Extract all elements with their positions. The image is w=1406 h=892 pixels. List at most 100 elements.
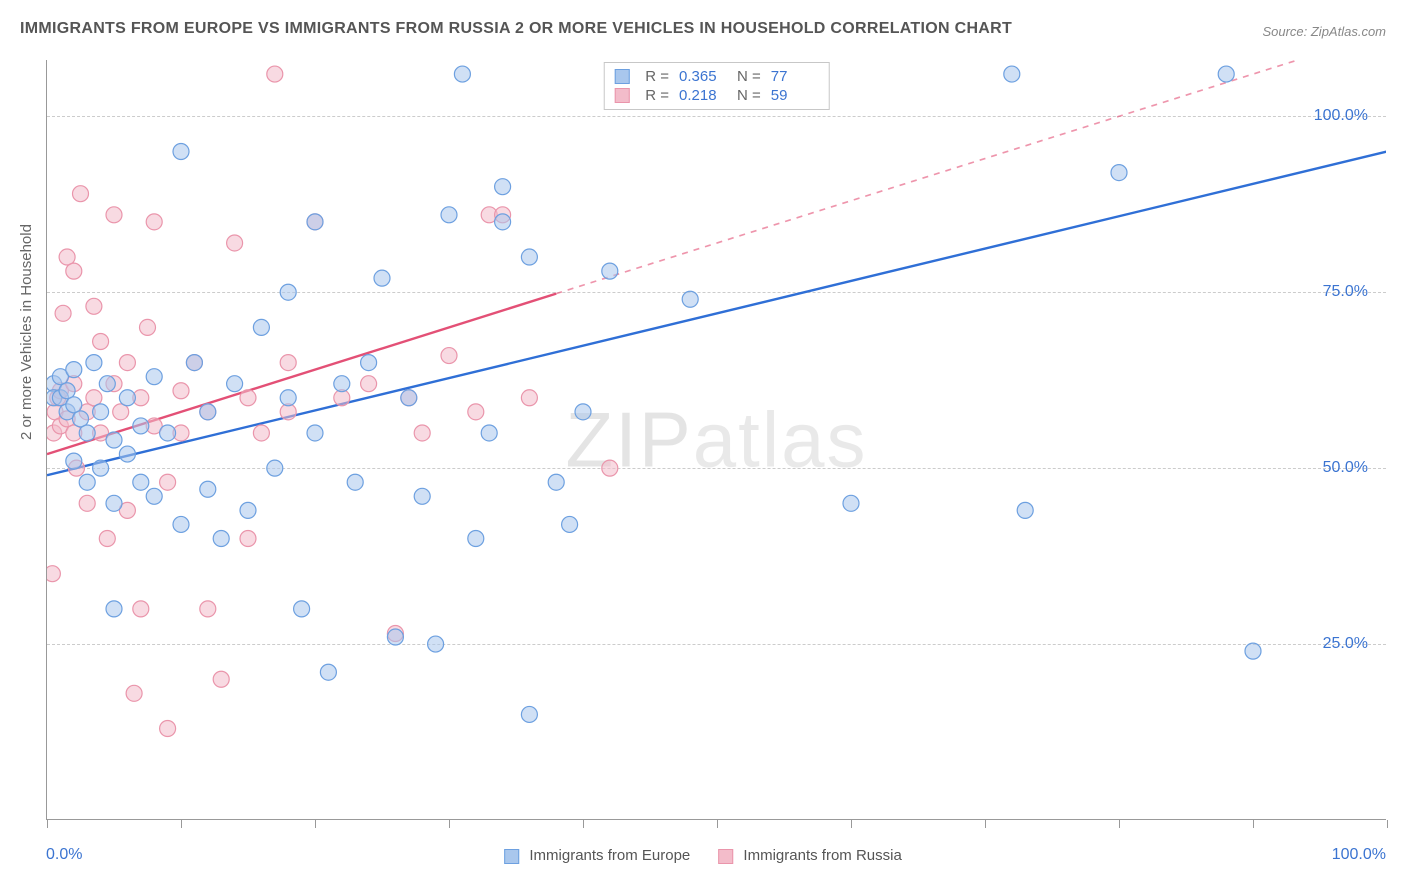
stat-r-label: R =	[645, 68, 669, 85]
x-tick	[1253, 820, 1254, 828]
data-point-europe	[119, 446, 135, 462]
stat-n-label: N =	[737, 87, 761, 104]
chart-title: IMMIGRANTS FROM EUROPE VS IMMIGRANTS FRO…	[20, 20, 1012, 38]
data-point-europe	[481, 425, 497, 441]
data-point-russia	[280, 355, 296, 371]
data-point-russia	[253, 425, 269, 441]
data-point-russia	[146, 214, 162, 230]
data-point-europe	[682, 291, 698, 307]
data-point-europe	[99, 376, 115, 392]
x-tick	[315, 820, 316, 828]
x-tick-min: 0.0%	[46, 846, 82, 864]
data-point-europe	[146, 488, 162, 504]
data-point-russia	[160, 721, 176, 737]
data-point-europe	[1017, 502, 1033, 518]
data-point-russia	[99, 531, 115, 547]
x-tick	[583, 820, 584, 828]
data-point-europe	[454, 66, 470, 82]
data-point-europe	[441, 207, 457, 223]
data-point-europe	[575, 404, 591, 420]
data-point-europe	[213, 531, 229, 547]
stat-r-label: R =	[645, 87, 669, 104]
data-point-europe	[307, 214, 323, 230]
data-point-europe	[186, 355, 202, 371]
data-point-europe	[307, 425, 323, 441]
data-point-europe	[93, 460, 109, 476]
data-point-europe	[562, 516, 578, 532]
data-point-russia	[140, 319, 156, 335]
swatch-europe-icon	[614, 69, 629, 84]
trend-line-russia	[47, 294, 556, 454]
data-point-russia	[240, 531, 256, 547]
stat-row-russia: R = 0.218 N = 59	[614, 86, 819, 105]
data-point-europe	[495, 179, 511, 195]
swatch-russia-icon	[614, 88, 629, 103]
data-point-russia	[414, 425, 430, 441]
trend-line-europe	[47, 151, 1386, 475]
data-point-europe	[414, 488, 430, 504]
data-point-russia	[55, 305, 71, 321]
stat-n-value-russia: 59	[771, 87, 819, 104]
data-point-europe	[374, 270, 390, 286]
data-point-europe	[146, 369, 162, 385]
data-point-europe	[843, 495, 859, 511]
x-tick	[449, 820, 450, 828]
stat-r-value-russia: 0.218	[679, 87, 727, 104]
data-point-russia	[240, 390, 256, 406]
data-point-europe	[173, 516, 189, 532]
data-point-europe	[93, 404, 109, 420]
data-point-russia	[200, 601, 216, 617]
stat-legend: R = 0.365 N = 77 R = 0.218 N = 59	[603, 62, 830, 110]
stat-r-value-europe: 0.365	[679, 68, 727, 85]
data-point-europe	[66, 362, 82, 378]
data-point-europe	[495, 214, 511, 230]
data-point-europe	[521, 706, 537, 722]
stat-n-value-europe: 77	[771, 68, 819, 85]
x-tick	[851, 820, 852, 828]
data-point-europe	[86, 355, 102, 371]
x-tick	[717, 820, 718, 828]
data-point-europe	[280, 284, 296, 300]
data-point-russia	[93, 333, 109, 349]
data-point-europe	[160, 425, 176, 441]
data-point-russia	[106, 207, 122, 223]
data-point-europe	[200, 481, 216, 497]
data-point-europe	[468, 531, 484, 547]
data-point-europe	[334, 376, 350, 392]
data-point-europe	[1004, 66, 1020, 82]
data-point-russia	[126, 685, 142, 701]
data-point-europe	[133, 418, 149, 434]
data-point-europe	[106, 495, 122, 511]
data-point-russia	[521, 390, 537, 406]
data-point-russia	[66, 263, 82, 279]
data-point-europe	[347, 474, 363, 490]
scatter-svg	[47, 60, 1386, 819]
data-point-europe	[106, 601, 122, 617]
data-point-russia	[73, 186, 89, 202]
data-point-europe	[133, 474, 149, 490]
data-point-russia	[86, 298, 102, 314]
data-point-europe	[428, 636, 444, 652]
data-point-europe	[1218, 66, 1234, 82]
data-point-russia	[47, 566, 60, 582]
data-point-europe	[253, 319, 269, 335]
data-point-europe	[521, 249, 537, 265]
x-tick	[1119, 820, 1120, 828]
data-point-russia	[227, 235, 243, 251]
legend-label-europe: Immigrants from Europe	[529, 847, 690, 864]
data-point-russia	[133, 601, 149, 617]
data-point-europe	[173, 143, 189, 159]
data-point-europe	[66, 453, 82, 469]
x-tick	[1387, 820, 1388, 828]
legend-item-europe: Immigrants from Europe	[504, 847, 690, 864]
data-point-russia	[173, 383, 189, 399]
data-point-russia	[468, 404, 484, 420]
legend-item-russia: Immigrants from Russia	[718, 847, 902, 864]
data-point-europe	[361, 355, 377, 371]
x-tick-max: 100.0%	[1332, 846, 1386, 864]
data-point-europe	[240, 502, 256, 518]
data-point-europe	[1245, 643, 1261, 659]
data-point-russia	[602, 460, 618, 476]
x-tick	[181, 820, 182, 828]
stat-n-label: N =	[737, 68, 761, 85]
